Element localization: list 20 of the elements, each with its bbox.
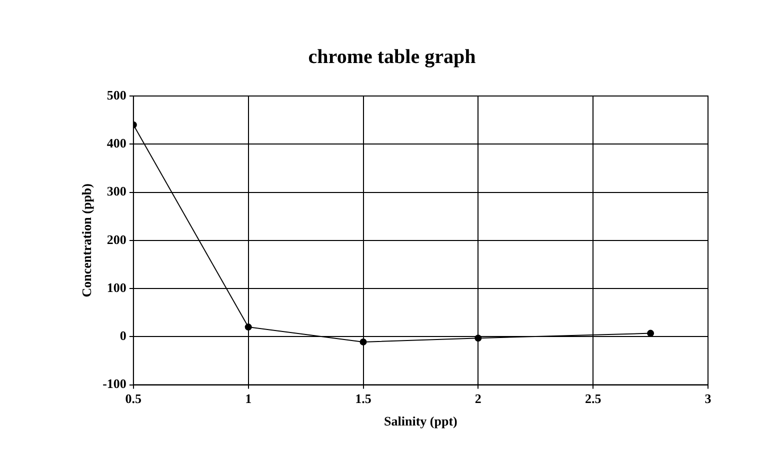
- point: [647, 330, 654, 337]
- y-tick-label: 300: [106, 184, 126, 199]
- x-tick-label: 2.5: [584, 390, 602, 406]
- x-tick-label: 2: [474, 390, 482, 406]
- y-tick-label: 0: [120, 328, 126, 344]
- x-tick-label: 1.5: [355, 390, 372, 406]
- y-tick-label: -100: [102, 376, 126, 392]
- point: [474, 334, 482, 342]
- y-axis-title: Concentration (ppb): [79, 184, 94, 298]
- y-tick-label: 200: [106, 232, 126, 247]
- x-tick-label: 1: [245, 390, 252, 406]
- point: [360, 338, 367, 346]
- chart-title: chrome table graph: [308, 46, 476, 68]
- x-tick-label: 3: [704, 390, 712, 406]
- point: [244, 324, 252, 331]
- y-tick-label: 100: [106, 280, 126, 295]
- x-tick-label: 0.5: [125, 390, 142, 406]
- y-tick-label: 500: [106, 87, 126, 102]
- y-tick-label: 400: [106, 135, 126, 150]
- x-axis-title: Salinity (ppt): [384, 414, 458, 429]
